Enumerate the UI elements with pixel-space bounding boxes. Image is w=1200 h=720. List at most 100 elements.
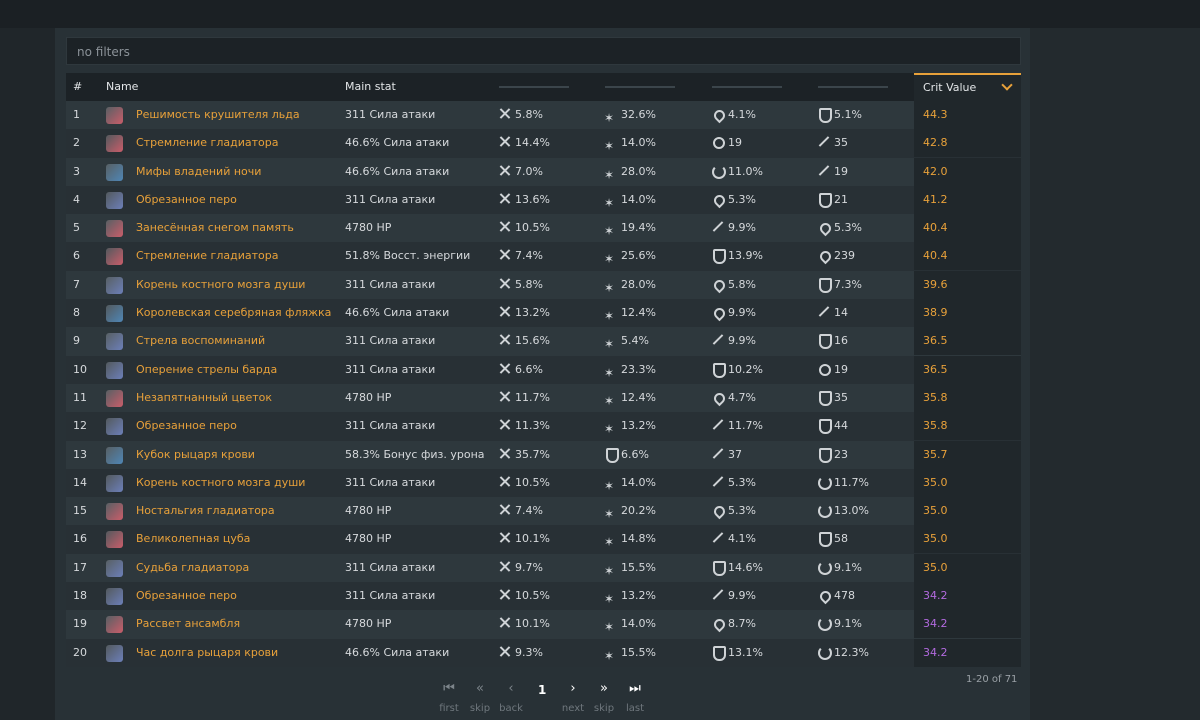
table-row[interactable]: 4 Обрезанное перо 311 Сила атаки 13.6% 14.0%…: [66, 185, 1021, 217]
substat-4: 9.1%: [818, 554, 862, 582]
crit-value: 35.0: [914, 553, 1021, 582]
table-row[interactable]: 20 Час долга рыцаря крови 46.6% Сила атаки…: [66, 638, 1021, 670]
star-icon: [604, 104, 616, 132]
spear-icon: [712, 221, 723, 232]
table-row[interactable]: 12 Обрезанное перо 311 Сила атаки 11.3% 13.2…: [66, 412, 1021, 443]
table-row[interactable]: 14 Корень костного мозга души 311 Сила ата…: [66, 468, 1021, 500]
table-row[interactable]: 5 Занесённая снегом память 4780 HP 10.5% 19.…: [66, 214, 1021, 245]
artifact-name[interactable]: Ностальгия гладиатора: [136, 504, 275, 518]
table-row[interactable]: 10 Оперение стрелы барда 311 Сила атаки 6.6…: [66, 355, 1021, 387]
header-name[interactable]: Name: [106, 80, 139, 93]
artifact-name[interactable]: Корень костного мозга души: [136, 475, 306, 489]
substat-2: 28.0%: [604, 158, 656, 189]
artifact-name[interactable]: Оперение стрелы барда: [136, 362, 278, 376]
drop-icon: [818, 249, 829, 260]
last-page-button[interactable]: ⏭ last: [615, 680, 655, 714]
artifact-name[interactable]: Решимость крушителя льда: [136, 108, 300, 121]
table-row[interactable]: 6 Стремление гладиатора 51.8% Восст. энерг…: [66, 242, 1021, 273]
header-main-stat[interactable]: Main stat: [345, 80, 396, 93]
substat-3: 37: [712, 441, 742, 469]
header-substat-4[interactable]: [818, 86, 888, 88]
substat-value: 5.3%: [728, 475, 756, 489]
row-number: 7: [73, 277, 80, 291]
header-substat-1[interactable]: [499, 86, 569, 88]
header-substat-2[interactable]: [605, 86, 675, 88]
substat-1: 7.0%: [499, 158, 543, 186]
spear-icon: [712, 532, 723, 543]
substat-2: 14.0%: [604, 469, 656, 500]
substat-2: 6.6%: [605, 441, 649, 469]
em-icon: [818, 363, 831, 376]
substat-1: 10.5%: [499, 582, 550, 610]
first-page-button[interactable]: ⏮ first: [429, 680, 469, 714]
substat-value: 11.3%: [515, 419, 550, 433]
table-row[interactable]: 7 Корень костного мозга души 311 Сила атак…: [66, 270, 1021, 302]
artifact-name[interactable]: Обрезанное перо: [136, 419, 237, 433]
substat-1: 10.5%: [499, 214, 550, 242]
artifact-name[interactable]: Великолепная цуба: [136, 532, 251, 546]
drop-icon: [712, 504, 723, 515]
sword-icon: [499, 221, 510, 232]
substat-value: 14.0%: [621, 136, 656, 150]
filter-input[interactable]: no filters: [66, 37, 1021, 65]
row-number: 17: [73, 560, 87, 574]
artifact-name[interactable]: Корень костного мозга души: [136, 277, 306, 291]
table-row[interactable]: 2 Стремление гладиатора 46.6% Сила атаки 14…: [66, 129, 1021, 160]
header-substat-3[interactable]: [712, 86, 782, 88]
artifact-name[interactable]: Стремление гладиатора: [136, 136, 279, 150]
table-header: # Name Main stat Crit Value: [66, 73, 1021, 101]
row-number: 15: [73, 504, 87, 518]
artifact-name[interactable]: Обрезанное перо: [136, 589, 237, 603]
table-row[interactable]: 9 Стрела воспоминаний 311 Сила атаки 15.6% 5…: [66, 327, 1021, 358]
substat-2: 14.0%: [604, 610, 656, 641]
artifact-name[interactable]: Занесённая снегом память: [136, 221, 294, 235]
double-chevron-right-icon: »: [600, 681, 608, 696]
row-number: 13: [73, 447, 87, 461]
substat-1: 11.3%: [499, 412, 550, 440]
flower-icon: [106, 389, 123, 407]
skip-next-button[interactable]: » skip: [584, 680, 624, 714]
recharge-icon: [818, 645, 832, 660]
artifact-name[interactable]: Обрезанное перо: [136, 192, 237, 206]
artifact-name[interactable]: Рассвет ансамбля: [136, 617, 241, 631]
header-num[interactable]: #: [73, 80, 83, 93]
table-row[interactable]: 18 Обрезанное перо 311 Сила атаки 10.5% 13.2…: [66, 582, 1021, 613]
artifact-name[interactable]: Судьба гладиатора: [136, 560, 250, 574]
shield-icon: [818, 419, 832, 435]
substat-3: 13.1%: [712, 639, 763, 667]
table-row[interactable]: 15 Ностальгия гладиатора 4780 HP 7.4% 20.2% 5…: [66, 497, 1021, 528]
table-row[interactable]: 1 Решимость крушителя льда 311 Сила атаки 5…: [66, 101, 1021, 132]
substat-value: 15.5%: [621, 645, 656, 659]
skip-back-button[interactable]: « skip: [460, 680, 500, 714]
substat-2: 32.6%: [604, 101, 656, 132]
artifact-name[interactable]: Мифы владений ночи: [136, 164, 262, 178]
substat-1: 10.5%: [499, 469, 550, 497]
table-row[interactable]: 11 Незапятнанный цветок 4780 HP 11.7% 12.4% 4…: [66, 383, 1021, 415]
artifact-name[interactable]: Незапятнанный цветок: [136, 390, 273, 404]
artifact-name[interactable]: Час долга рыцаря крови: [136, 645, 279, 659]
substat-value: 14.8%: [621, 532, 656, 546]
plume-icon: [106, 361, 123, 379]
flower-icon: [106, 248, 123, 266]
table-row[interactable]: 3 Мифы владений ночи 46.6% Сила атаки 7.0% 2…: [66, 157, 1021, 189]
header-crit-value[interactable]: Crit Value: [914, 73, 1021, 101]
row-number: 19: [73, 617, 87, 631]
star-icon: [604, 613, 616, 641]
current-page[interactable]: 1: [538, 683, 547, 697]
artifact-name[interactable]: Стремление гладиатора: [136, 249, 279, 263]
artifact-name[interactable]: Кубок рыцаря крови: [136, 447, 255, 461]
star-icon: [604, 217, 616, 245]
artifact-name[interactable]: Стрела воспоминаний: [136, 334, 266, 348]
table-row[interactable]: 16 Великолепная цуба 4780 HP 10.1% 14.8% 4.1%…: [66, 525, 1021, 556]
substat-value: 35: [834, 390, 848, 404]
substat-3: 4.1%: [712, 525, 756, 553]
next-button[interactable]: › next: [553, 680, 593, 714]
table-row[interactable]: 17 Судьба гладиатора 311 Сила атаки 9.7% 15.…: [66, 553, 1021, 585]
crit-value: 44.3: [914, 101, 1021, 129]
table-row[interactable]: 8 Королевская серебряная фляжка 46.6% Сила…: [66, 299, 1021, 330]
table-row[interactable]: 13 Кубок рыцаря крови 58.3% Бонус физ. уро…: [66, 440, 1021, 469]
artifact-name[interactable]: Королевская серебряная фляжка: [136, 306, 332, 320]
back-button[interactable]: ‹ back: [491, 680, 531, 714]
table-row[interactable]: 19 Рассвет ансамбля 4780 HP 10.1% 14.0% 8.7% 9…: [66, 610, 1021, 641]
star-icon: [604, 302, 616, 330]
